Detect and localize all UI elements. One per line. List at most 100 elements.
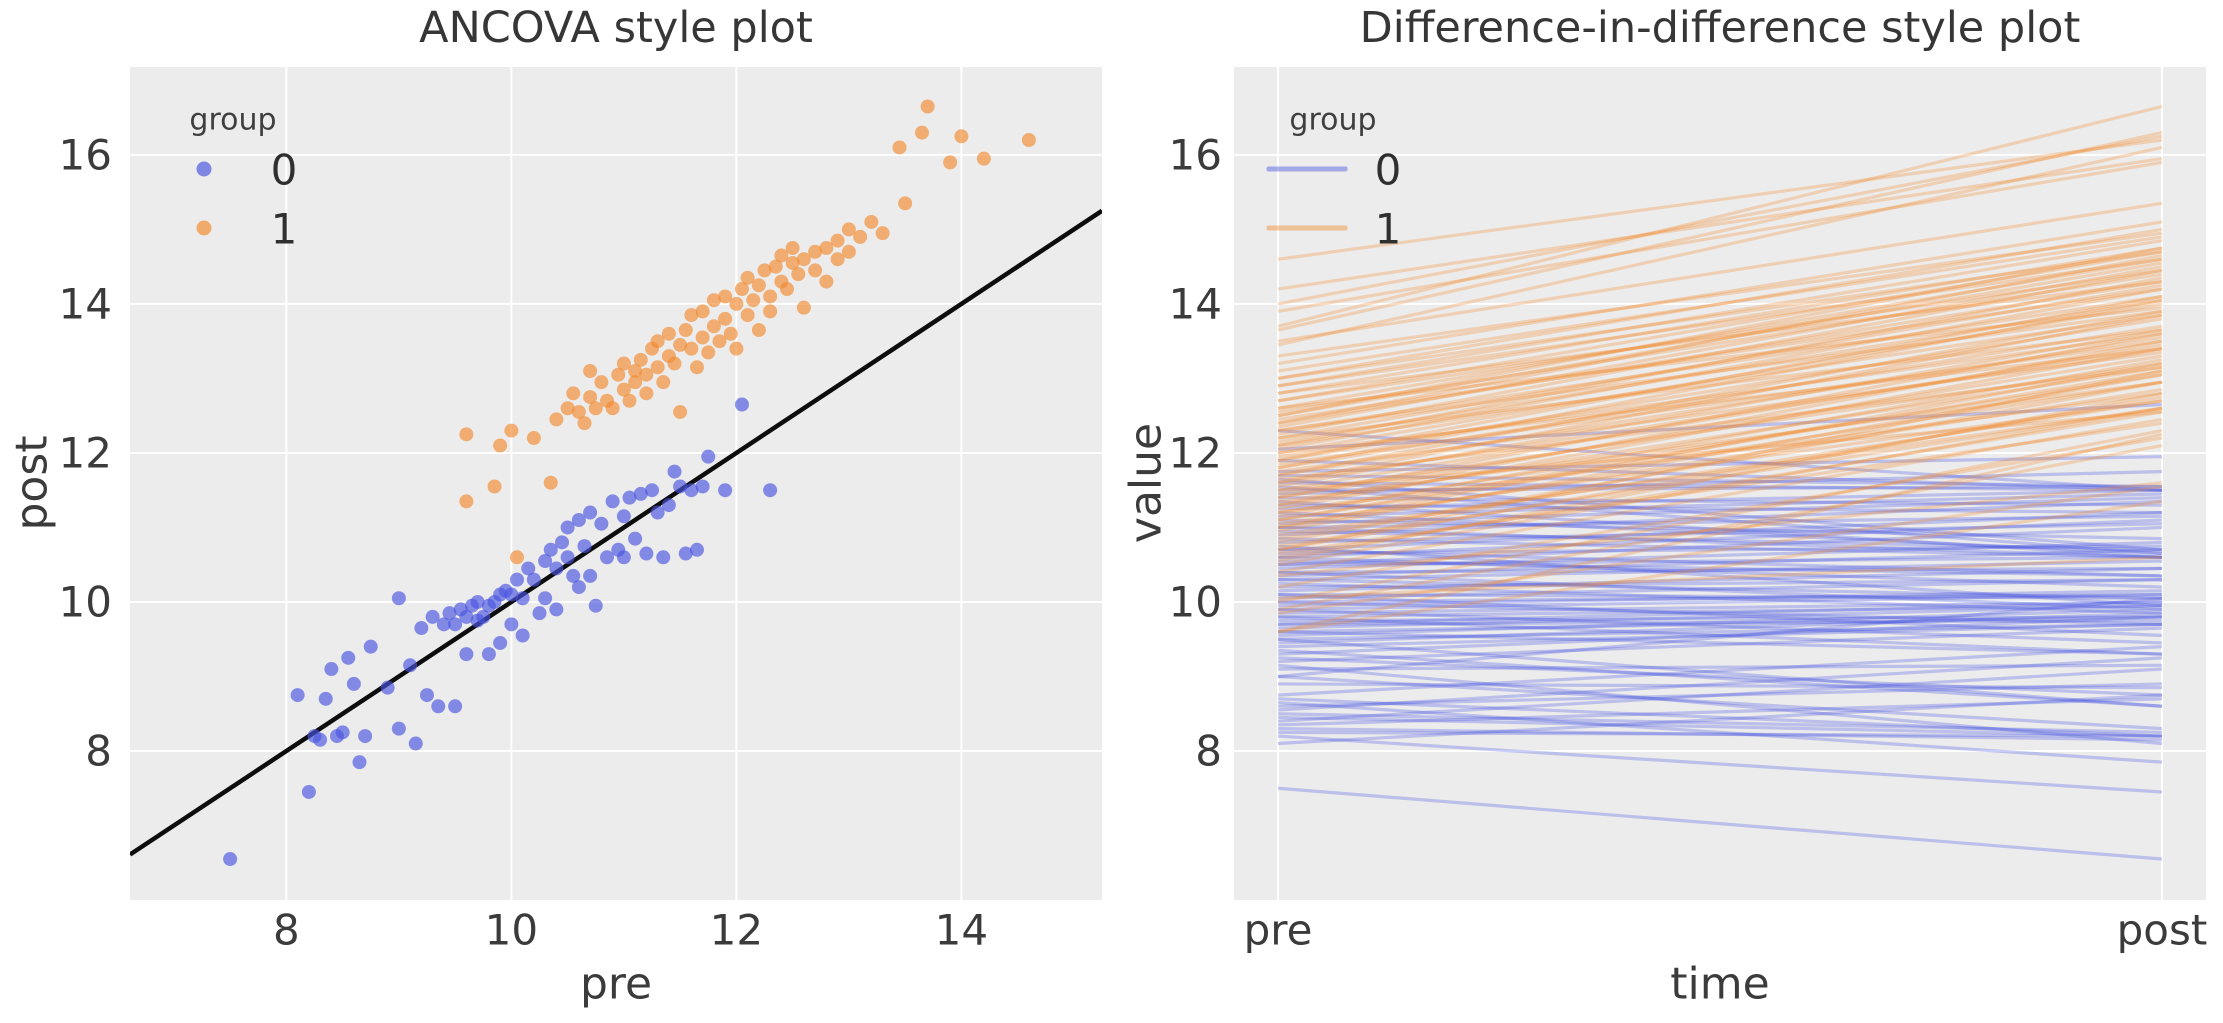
scatter-point-group0 <box>391 721 406 736</box>
scatter-point-group0 <box>290 688 305 703</box>
unit-line-group1 <box>1277 354 2163 500</box>
unit-line-group0 <box>1277 458 2163 492</box>
unit-line-group1 <box>1277 302 2163 455</box>
unit-line-group0 <box>1277 492 2163 518</box>
scatter-point-group1 <box>628 363 643 378</box>
scatter-point-group0 <box>571 580 586 595</box>
unit-line-group1 <box>1277 298 2163 470</box>
scatter-point-group1 <box>841 222 856 237</box>
unit-line-group0 <box>1277 730 2163 738</box>
unit-line-group0 <box>1277 618 2163 626</box>
scatter-point-group1 <box>875 226 890 241</box>
unit-line-group1 <box>1277 328 2163 440</box>
scatter-point-group0 <box>515 591 530 606</box>
scatter-point-group1 <box>892 140 907 155</box>
scatter-point-group0 <box>420 688 434 703</box>
scatter-point-group1 <box>774 248 789 263</box>
scatter-point-group0 <box>481 647 496 662</box>
scatter-point-group0 <box>645 483 659 498</box>
unit-line-group1 <box>1277 276 2163 448</box>
ancova-y-tick-label: 10 <box>58 577 112 627</box>
scatter-point-group1 <box>796 252 811 267</box>
scatter-point-group0 <box>571 513 586 528</box>
unit-line-group1 <box>1277 309 2163 477</box>
scatter-point-group0 <box>701 449 716 464</box>
scatter-point-group1 <box>718 311 733 326</box>
unit-line-group1 <box>1277 287 2163 422</box>
unit-line-group1 <box>1277 391 2163 515</box>
scatter-point-group0 <box>301 784 316 799</box>
scatter-point-group1 <box>639 367 654 382</box>
unit-line-group0 <box>1277 656 2163 697</box>
scatter-point-group0 <box>616 509 631 524</box>
scatter-point-group1 <box>605 401 620 416</box>
unit-line-group1 <box>1277 131 2163 332</box>
scatter-point-group1 <box>808 244 823 259</box>
unit-line-group0 <box>1277 656 2163 712</box>
unit-line-group1 <box>1277 406 2163 537</box>
unit-line-group1 <box>1277 261 2163 418</box>
scatter-point-group0 <box>583 505 598 520</box>
scatter-point-group0 <box>448 617 463 632</box>
unit-line-group0 <box>1277 578 2163 600</box>
unit-line-group0 <box>1277 682 2163 708</box>
unit-line-group1 <box>1277 306 2163 410</box>
unit-line-group0 <box>1277 715 2163 738</box>
scatter-point-group0 <box>538 591 553 606</box>
unit-line-group0 <box>1277 481 2163 492</box>
scatter-point-group1 <box>650 334 665 349</box>
unit-line-group1 <box>1277 239 2163 388</box>
unit-line-group0 <box>1277 667 2163 723</box>
scatter-point-group1 <box>543 475 558 490</box>
scatter-point-group1 <box>684 341 699 356</box>
scatter-point-group0 <box>431 699 446 714</box>
unit-line-group1 <box>1277 257 2163 410</box>
unit-line-group0 <box>1277 566 2163 593</box>
unit-line-group1 <box>1277 399 2163 526</box>
unit-line-group1 <box>1277 309 2163 433</box>
unit-line-group0 <box>1277 514 2163 530</box>
ancova-x-tick-label: 12 <box>709 905 764 955</box>
unit-line-group0 <box>1277 566 2163 574</box>
unit-line-group1 <box>1277 432 2163 634</box>
unit-line-group0 <box>1277 630 2163 656</box>
unit-line-group1 <box>1277 406 2163 548</box>
scatter-point-group0 <box>549 561 564 576</box>
unit-line-group0 <box>1277 592 2163 600</box>
scatter-point-group0 <box>436 617 451 632</box>
scatter-point-group0 <box>521 561 536 576</box>
scatter-point-group1 <box>650 360 665 375</box>
unit-line-group0 <box>1277 600 2163 615</box>
unit-line-group1 <box>1277 380 2163 522</box>
unit-line-group1 <box>1277 361 2163 530</box>
scatter-point-group1 <box>729 296 744 311</box>
scatter-point-group0 <box>510 572 524 587</box>
unit-line-group1 <box>1277 361 2163 496</box>
unit-line-group1 <box>1277 417 2163 574</box>
scatter-point-group1 <box>768 259 783 274</box>
scatter-point-group1 <box>751 278 766 293</box>
unit-line-group1 <box>1277 555 2163 600</box>
unit-line-group1 <box>1277 395 2163 552</box>
unit-line-group1 <box>1277 421 2163 556</box>
unit-line-group1 <box>1277 294 2163 433</box>
scatter-point-group0 <box>341 650 356 665</box>
unit-line-group1 <box>1277 406 2163 567</box>
scatter-point-group1 <box>633 352 648 367</box>
unit-line-group0 <box>1277 559 2163 578</box>
scatter-point-group1 <box>673 404 688 419</box>
scatter-point-group0 <box>352 755 367 770</box>
scatter-point-group1 <box>560 401 575 416</box>
scatter-point-group1 <box>493 438 508 453</box>
did-legend-label-group0: 0 <box>1374 145 1402 195</box>
scatter-point-group0 <box>690 542 704 557</box>
unit-line-group0 <box>1277 615 2163 623</box>
did-legend-line-group0 <box>1266 166 1348 172</box>
ancova-legend-title: group <box>189 102 277 138</box>
unit-line-group0 <box>1277 615 2163 634</box>
unit-line-group0 <box>1277 578 2163 600</box>
unit-line-group0 <box>1277 544 2163 556</box>
scatter-point-group0 <box>526 572 541 587</box>
scatter-point-group0 <box>408 736 423 751</box>
scatter-point-group1 <box>616 382 631 397</box>
